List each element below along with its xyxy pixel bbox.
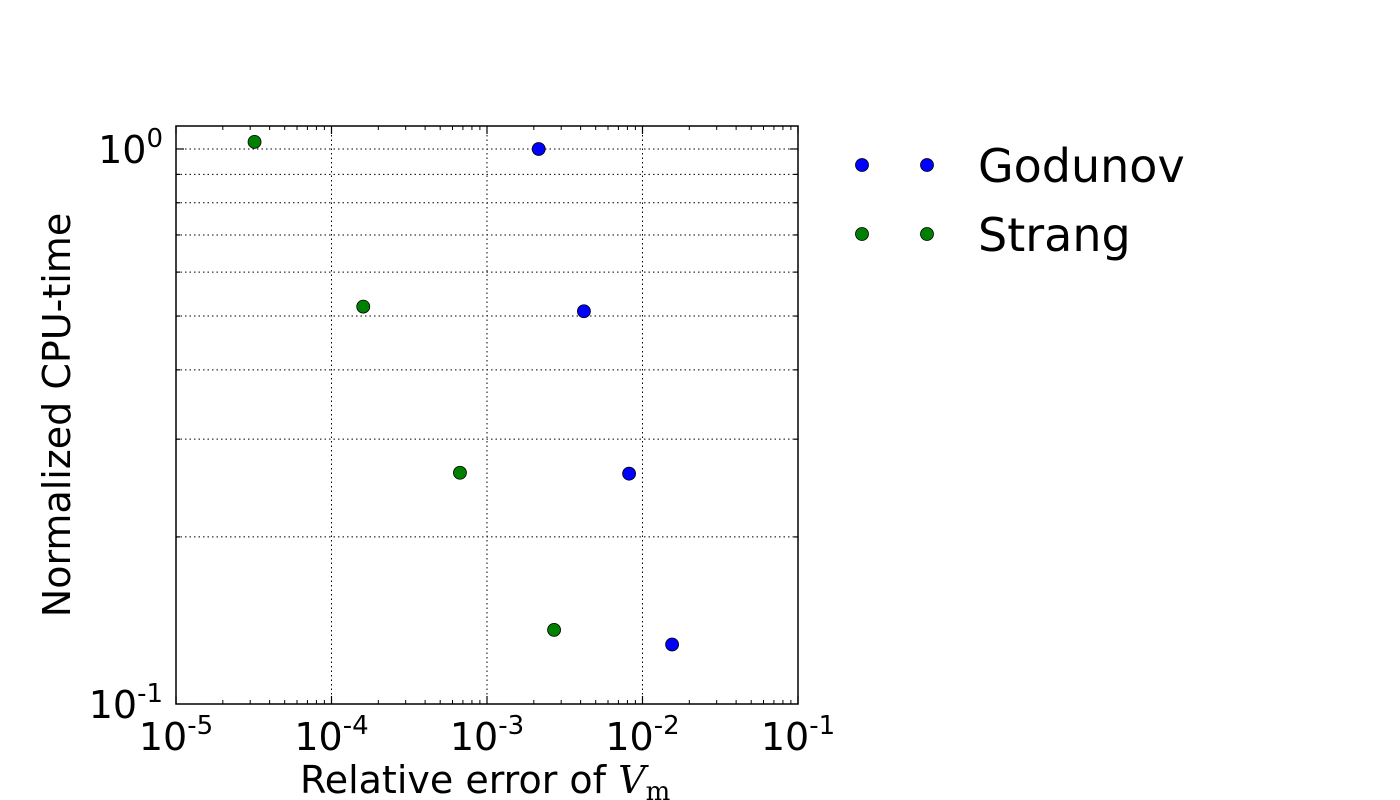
legend-label-strang: Strang — [978, 208, 1131, 262]
x-tick-label: 10-4 — [294, 711, 368, 759]
x-tick-label: 10-3 — [450, 711, 524, 759]
godunov-data-point — [622, 466, 636, 481]
godunov-data-point — [531, 142, 546, 156]
legend-marker-strang — [855, 227, 869, 241]
x-tick-label: 10-1 — [761, 711, 835, 759]
x-tick-label: 10-5 — [139, 711, 213, 759]
axis-ticks: 10-5 10-4 10-3 10-2 10-1 100 10-1 — [89, 124, 835, 759]
strang-data-point — [356, 299, 371, 314]
legend: Godunov Strang — [855, 139, 1185, 262]
legend-marker-strang — [920, 227, 934, 241]
grid-lines — [176, 126, 798, 704]
legend-marker-godunov — [920, 158, 934, 172]
x-axis-title-text: Relative error of — [300, 758, 618, 800]
x-axis-title: Relative error of Vm — [300, 758, 670, 800]
y-tick-label: 10-1 — [89, 679, 163, 727]
godunov-data-point — [577, 304, 591, 319]
data-points — [247, 134, 679, 652]
x-tick-label: 10-2 — [605, 711, 679, 759]
legend-label-godunov: Godunov — [978, 139, 1185, 193]
y-axis-title: Normalized CPU-time — [35, 213, 79, 617]
strang-data-point — [453, 465, 467, 480]
y-tick-label: 100 — [98, 124, 163, 172]
legend-marker-godunov — [855, 158, 869, 172]
strang-data-point — [247, 134, 262, 149]
x-axis-title-symbol: V — [618, 758, 649, 800]
godunov-data-point — [665, 637, 679, 652]
strang-data-point — [547, 622, 561, 637]
x-axis-title-subscript: m — [646, 777, 671, 800]
